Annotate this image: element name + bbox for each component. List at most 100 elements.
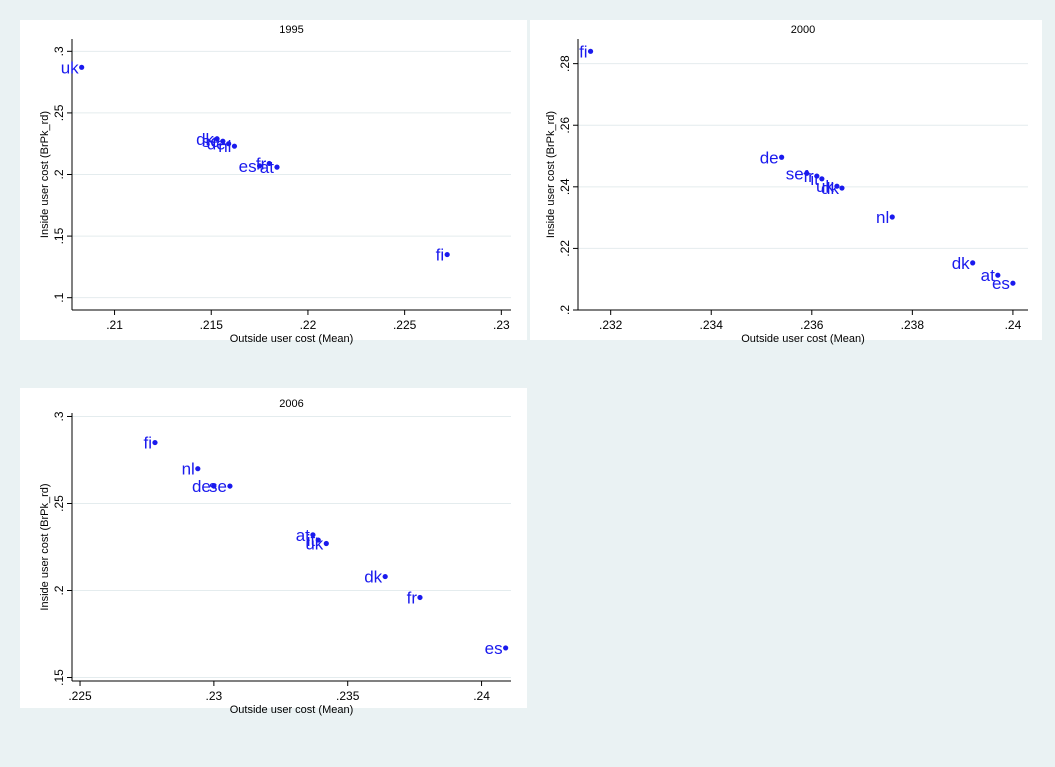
data-point [214, 136, 220, 142]
point-label: at [260, 158, 274, 177]
point-label: nl [876, 208, 889, 227]
x-tick-label: .24 [473, 689, 490, 703]
point-label: it [307, 531, 316, 550]
data-point [970, 260, 976, 266]
data-point [220, 138, 226, 144]
data-point [227, 483, 233, 489]
data-point [503, 645, 509, 651]
x-tick-label: .232 [599, 318, 623, 332]
point-label: it [810, 170, 819, 189]
point-label: nl [218, 137, 231, 156]
data-point [804, 170, 810, 176]
data-point [779, 154, 785, 160]
y-tick-label: .25 [52, 104, 66, 121]
x-tick-label: .23 [206, 689, 223, 703]
data-point [995, 272, 1001, 278]
data-point [382, 573, 388, 580]
point-label: uk [61, 58, 79, 77]
point-label: fi [143, 434, 152, 453]
data-point [315, 537, 321, 543]
y-tick-label: .25 [52, 495, 66, 512]
point-label: fr [803, 167, 814, 186]
panel-title: 1995 [279, 24, 303, 36]
x-tick-label: .24 [1005, 318, 1022, 332]
y-tick-label: .3 [52, 46, 66, 56]
point-label: uk [305, 535, 323, 554]
panel-title: 2006 [279, 398, 303, 410]
point-label: se [786, 164, 804, 183]
y-tick-label: .15 [52, 669, 66, 686]
x-tick-label: .22 [300, 318, 317, 332]
data-point [310, 532, 316, 538]
data-point [834, 183, 840, 189]
x-tick-label: .23 [493, 318, 510, 332]
x-tick-label: .236 [800, 318, 824, 332]
data-point [226, 141, 232, 147]
data-point [231, 143, 238, 149]
point-label: nl [182, 460, 195, 479]
data-point [195, 466, 201, 472]
x-axis-title: Outside user cost (Mean) [741, 333, 865, 345]
point-label: fi [579, 42, 588, 61]
y-tick-label: .2 [558, 305, 572, 315]
point-label: dk [196, 130, 214, 149]
data-point [274, 164, 280, 170]
y-tick-label: .3 [52, 411, 66, 421]
x-tick-label: .235 [336, 689, 360, 703]
data-point [417, 594, 423, 601]
y-tick-label: .26 [558, 117, 572, 134]
point-label: fr [407, 588, 418, 607]
x-axis-title: Outside user cost (Mean) [230, 333, 354, 345]
data-point [444, 251, 450, 258]
y-tick-label: .22 [558, 240, 572, 257]
x-tick-label: .21 [106, 318, 123, 332]
y-tick-label: .28 [558, 55, 572, 72]
y-tick-label: .24 [558, 178, 572, 195]
data-point [889, 214, 895, 220]
data-point [814, 173, 820, 179]
data-point [323, 540, 329, 547]
data-point [79, 64, 85, 70]
panel-0: .1 .15 .2 .25 .3 .21 .215 .22 .225 .23 1995 Outside… [20, 20, 527, 345]
y-axis-title: Inside user cost (BrPk_rd) [39, 111, 51, 238]
panel-background [530, 20, 1042, 340]
panel-1: .2 .22 .24 .26 .28 .232 .234 .236 .238 .24 2000 Out… [530, 20, 1042, 345]
panel-background [20, 20, 527, 340]
point-label: at [981, 266, 995, 285]
data-point [211, 483, 217, 489]
data-point [152, 439, 158, 446]
y-axis-title: Inside user cost (BrPk_rd) [39, 483, 51, 610]
point-label: se [202, 132, 220, 151]
point-label: es [485, 639, 503, 658]
data-point [839, 185, 845, 191]
point-label: uk [816, 177, 834, 196]
point-label: dk [821, 179, 839, 198]
panel-title: 2000 [791, 24, 815, 36]
point-label: es [992, 274, 1010, 293]
y-axis-title: Inside user cost (BrPk_rd) [545, 111, 557, 238]
data-point [256, 163, 263, 169]
x-tick-label: .225 [68, 689, 92, 703]
data-point [587, 48, 594, 54]
point-label: de [760, 148, 779, 167]
y-tick-label: .15 [52, 227, 66, 244]
data-point [266, 160, 272, 167]
point-label: se [209, 477, 227, 496]
panel-background [20, 388, 527, 708]
y-tick-label: .2 [52, 585, 66, 595]
point-label: dk [952, 254, 970, 273]
x-tick-label: .234 [700, 318, 724, 332]
panel-2: .15 .2 .25 .3 .225 .23 .235 .24 2006 Outside user… [20, 388, 527, 716]
point-label: de [207, 135, 226, 154]
point-label: fr [256, 154, 267, 173]
y-tick-label: .2 [52, 169, 66, 179]
point-label: es [239, 157, 257, 176]
x-tick-label: .225 [393, 318, 417, 332]
point-label: dk [364, 568, 382, 587]
point-label: fi [436, 246, 445, 265]
data-point [1010, 280, 1016, 286]
point-label: at [296, 526, 310, 545]
x-tick-label: .238 [901, 318, 925, 332]
y-tick-label: .1 [52, 292, 66, 302]
